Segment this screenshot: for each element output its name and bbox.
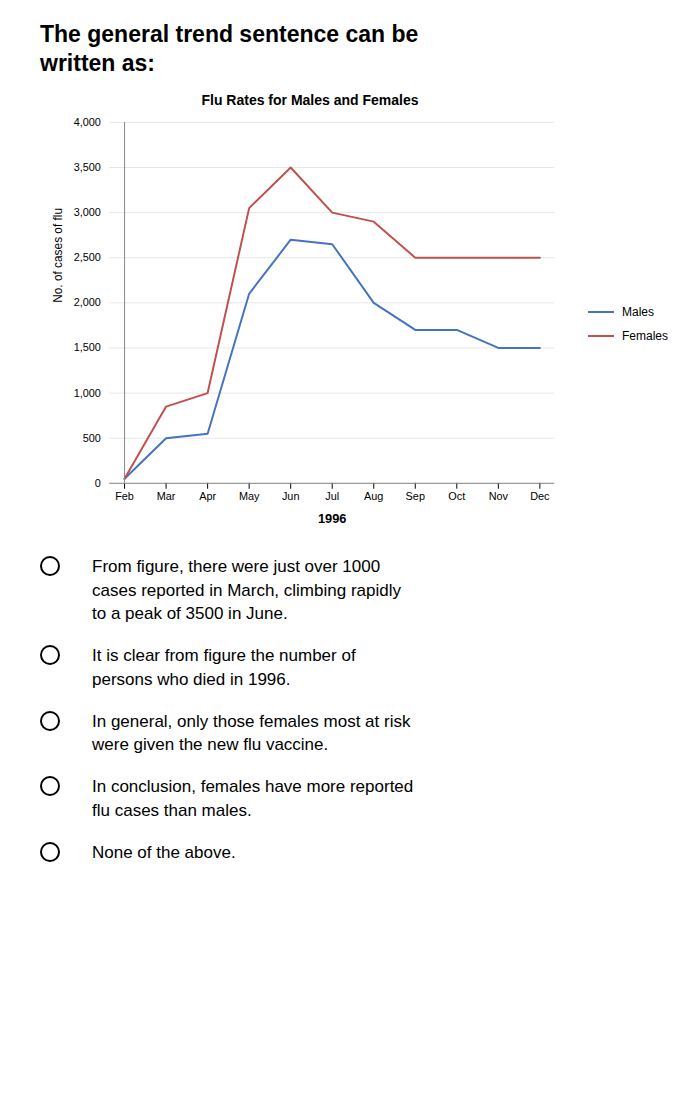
svg-text:May: May <box>239 489 260 501</box>
html-text:None of the above.: None of the above. <box>92 842 236 862</box>
html-text:In general, only those females: In general, only those females most at r… <box>92 711 411 755</box>
html-text:In conclusion, females have mo: In conclusion, females have more reporte… <box>92 777 414 821</box>
html-text:It is clear from figure the nu: It is clear from figure the number of pe… <box>92 646 356 689</box>
svg-text:1996: 1996 <box>318 510 347 525</box>
svg-text:No. of cases of flu: No. of cases of flu <box>51 207 65 302</box>
svg-text:1,000: 1,000 <box>74 386 101 398</box>
svg-text:Mar: Mar <box>157 489 176 501</box>
svg-text:500: 500 <box>83 431 101 443</box>
svg-text:3,500: 3,500 <box>74 160 101 172</box>
html-text:The general trend sentence can: The general trend sentence can be writte… <box>40 21 419 76</box>
html-text:From figure, there were just o: From figure, there were just over 1000 c… <box>92 556 401 624</box>
svg-text:Dec: Dec <box>530 489 550 501</box>
svg-text:3,000: 3,000 <box>74 206 101 218</box>
svg-text:Nov: Nov <box>489 489 509 501</box>
svg-text:0: 0 <box>95 476 101 488</box>
svg-text:Aug: Aug <box>364 489 383 501</box>
svg-text:Apr: Apr <box>199 489 216 501</box>
svg-text:Sep: Sep <box>406 489 425 501</box>
html-text:Flu Rates for Males and Female: Flu Rates for Males and Females <box>201 91 419 108</box>
svg-text:4,000: 4,000 <box>74 115 101 127</box>
svg-text:Oct: Oct <box>448 489 465 501</box>
svg-text:Feb: Feb <box>115 489 134 501</box>
svg-text:2,000: 2,000 <box>74 296 101 308</box>
html-text:Males: Males <box>622 305 654 320</box>
svg-text:Jul: Jul <box>325 489 339 501</box>
svg-text:Jun: Jun <box>282 489 300 501</box>
svg-text:1,500: 1,500 <box>74 341 101 353</box>
html-text:Females: Females <box>622 329 668 344</box>
svg-text:2,500: 2,500 <box>74 251 101 263</box>
